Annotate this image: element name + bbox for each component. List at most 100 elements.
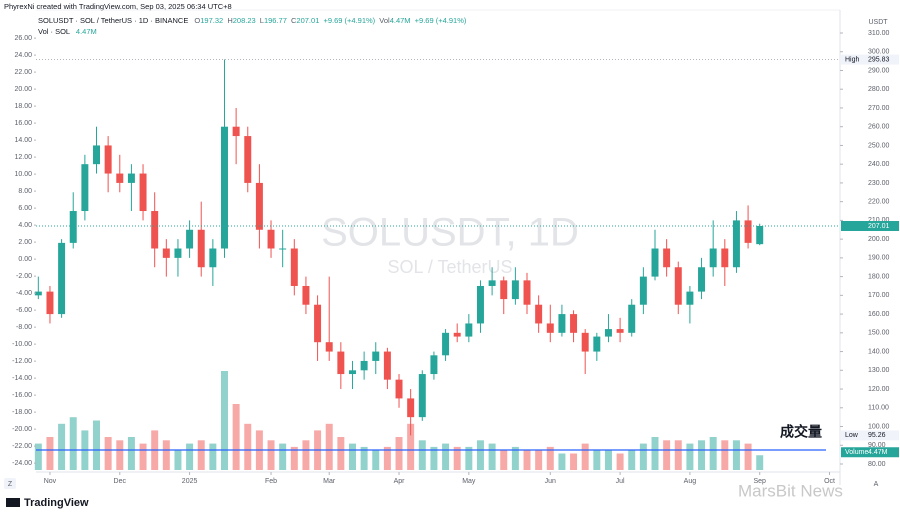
volume-bar <box>186 443 194 470</box>
low-tag-label: Low <box>845 432 859 439</box>
y2-tick-label: -6.00 <box>16 307 32 314</box>
candle-body <box>616 329 624 333</box>
volume-bar <box>116 440 124 470</box>
y2-tick-label: -2.00 <box>16 273 32 280</box>
volume-bar <box>651 437 659 470</box>
z-button-label[interactable]: Z <box>8 481 13 488</box>
low-label: L <box>260 16 264 25</box>
source-watermark: MarsBit News <box>738 481 843 500</box>
y-tick-label: 220.00 <box>868 198 890 205</box>
a-button-label[interactable]: A <box>874 481 879 488</box>
y-tick-label: 230.00 <box>868 180 890 187</box>
volume-bar <box>698 440 706 470</box>
y-tick-label: 310.00 <box>868 30 890 37</box>
volume-legend: Vol · SOL 4.47M <box>38 27 97 36</box>
volume-bar <box>290 446 298 470</box>
candle-body <box>186 229 194 249</box>
candle-body <box>628 304 636 333</box>
volume-bar <box>732 440 740 470</box>
volume-bar <box>139 443 147 470</box>
y2-tick-label: -24.00 <box>12 460 32 467</box>
currency: USDT <box>868 19 888 26</box>
y-tick-label: 130.00 <box>868 367 890 374</box>
candle-body <box>360 360 368 371</box>
x-tick-label: Apr <box>394 478 406 485</box>
volume-bar <box>744 443 752 470</box>
volume-bar <box>546 446 554 470</box>
volume-bar <box>558 453 566 470</box>
candle-body <box>383 351 391 380</box>
vol-change: +9.69 (+4.91%) <box>415 16 467 25</box>
x-tick-label: Oct <box>824 478 835 485</box>
x-tick-label: Nov <box>44 478 57 485</box>
y2-tick-label: 18.00 <box>14 103 32 110</box>
candle-body <box>500 280 508 300</box>
volume-bar <box>663 440 671 470</box>
candle-body <box>709 248 717 268</box>
volume-bar <box>581 443 589 470</box>
y2-tick-label: 0.00 <box>18 256 32 263</box>
candle-body <box>151 211 159 249</box>
volume-value: 4.47M <box>76 27 97 36</box>
high-label: H <box>227 16 232 25</box>
y2-tick-label: 2.00 <box>18 239 32 246</box>
candle-body <box>244 136 252 183</box>
volume-bar <box>756 455 764 470</box>
x-tick-label: Dec <box>114 478 127 485</box>
volume-bar <box>46 437 54 470</box>
candle-body <box>69 211 77 243</box>
volume-title: Vol · SOL <box>38 27 70 36</box>
y-tick-label: 210.00 <box>868 217 890 224</box>
high-tag-box <box>841 54 899 65</box>
high-tag-value: 295.83 <box>868 56 890 63</box>
volume-bar <box>337 437 345 470</box>
volume-bar <box>69 417 77 470</box>
close-value: 207.01 <box>296 16 319 25</box>
candle-body <box>162 248 170 258</box>
y2-tick-label: 6.00 <box>18 205 32 212</box>
volume-bar <box>127 437 135 470</box>
candle-body <box>732 220 740 268</box>
y2-tick-label: 20.00 <box>14 86 32 93</box>
y-tick-label: 290.00 <box>868 67 890 74</box>
volume-bar <box>372 450 380 470</box>
y2-tick-label: -4.00 <box>16 290 32 297</box>
y2-tick-label: 14.00 <box>14 137 32 144</box>
candle-body <box>127 173 135 183</box>
y-tick-label: 120.00 <box>868 386 890 393</box>
candle-body <box>337 351 345 375</box>
candle-body <box>302 285 310 305</box>
volume-bar <box>721 440 729 470</box>
volume-bar <box>279 443 287 470</box>
volume-bar <box>709 437 717 470</box>
low-tag-box <box>841 430 899 441</box>
y2-tick-label: 10.00 <box>14 171 32 178</box>
y-tick-label: 300.00 <box>868 49 890 56</box>
candle-body <box>279 248 287 250</box>
candle-body <box>348 370 356 375</box>
y-tick-label: 180.00 <box>868 273 890 280</box>
volume-bar <box>267 440 275 470</box>
y2-tick-label: 16.00 <box>14 120 32 127</box>
volume-bar <box>453 446 461 470</box>
volume-bar <box>430 446 438 470</box>
volume-bar <box>360 446 368 470</box>
y-tick-label: 140.00 <box>868 348 890 355</box>
candle-body <box>255 182 263 230</box>
low-tag-value: 95.26 <box>868 432 886 439</box>
z-button[interactable] <box>4 478 16 489</box>
candle-body <box>511 280 519 300</box>
candle-body <box>686 291 694 305</box>
candle-body <box>93 145 100 165</box>
volume-bar <box>348 443 356 470</box>
volume-bar <box>232 404 240 470</box>
y2-tick-label: -8.00 <box>16 324 32 331</box>
candle-body <box>209 248 217 268</box>
volume-bar <box>523 450 531 470</box>
volume-bar <box>325 423 333 470</box>
volume-bar <box>197 440 205 470</box>
high-tag-label: High <box>845 56 860 63</box>
author-line: PhyrexNi created with TradingView.com, S… <box>4 2 232 11</box>
volume-bar <box>604 450 612 470</box>
